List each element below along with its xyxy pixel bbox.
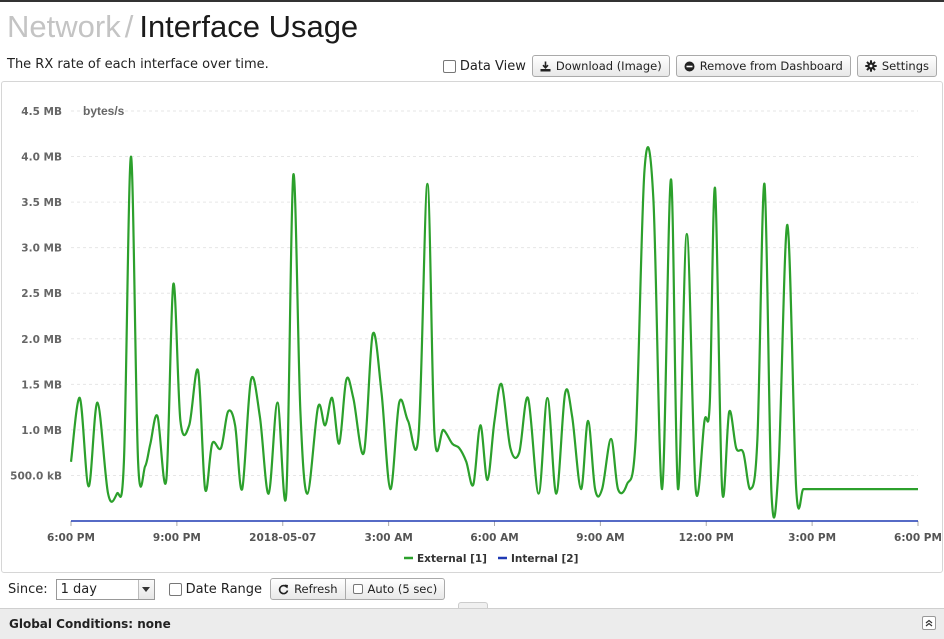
data-view-toggle[interactable]: Data View xyxy=(442,58,526,74)
minus-circle-icon xyxy=(684,61,695,71)
breadcrumb-separator: / xyxy=(124,9,134,44)
x-tick-label: 2018-05-07 xyxy=(249,532,316,544)
series-line-external-1[interactable] xyxy=(69,146,918,519)
x-tick-label: 3:00 AM xyxy=(364,532,412,544)
y-tick-label: 1.0 MB xyxy=(21,425,62,437)
chevron-down-icon[interactable] xyxy=(137,579,154,599)
data-view-label: Data View xyxy=(459,58,526,74)
settings-button[interactable]: Settings xyxy=(856,55,937,77)
x-axis: 6:00 PM 9:00 PM 2018-05-07 3:00 AM 6:00 AM 9:… xyxy=(47,521,942,544)
date-range-checkbox[interactable] xyxy=(168,582,182,596)
remove-from-dashboard-label: Remove from Dashboard xyxy=(699,59,843,73)
y-tick-label: 2.5 MB xyxy=(21,288,62,300)
date-range-label: Date Range xyxy=(185,581,263,597)
global-conditions-bar[interactable]: Global Conditions: none xyxy=(0,608,944,639)
refresh-controls: Refresh Auto (5 sec) xyxy=(270,578,446,600)
x-tick-label: 9:00 PM xyxy=(153,532,201,544)
since-label: Since: xyxy=(8,581,48,597)
x-tick-label: 6:00 AM xyxy=(470,532,518,544)
y-tick-label: 4.5 MB xyxy=(21,106,62,118)
auto-refresh-checkbox[interactable] xyxy=(352,584,363,594)
global-conditions-label: Global Conditions: none xyxy=(9,617,171,631)
breadcrumb-section[interactable]: Network xyxy=(7,9,121,44)
download-image-label: Download (Image) xyxy=(555,59,662,73)
since-select[interactable]: 1 day xyxy=(55,578,155,600)
legend-item-internal-2[interactable]: Internal [2] xyxy=(511,553,578,565)
x-tick-label: 12:00 PM xyxy=(679,532,734,544)
date-range-toggle[interactable]: Date Range xyxy=(168,581,263,597)
refresh-label: Refresh xyxy=(294,582,338,596)
x-tick-label: 6:00 PM xyxy=(894,532,942,544)
legend-item-external-1[interactable]: External [1] xyxy=(417,553,487,565)
chart-legend: External [1] Internal [2] xyxy=(404,553,578,565)
page-title: Network / Interface Usage xyxy=(7,8,358,46)
x-tick-label: 3:00 PM xyxy=(788,532,836,544)
y-tick-label: 4.0 MB xyxy=(21,152,62,164)
report-toolbar: Data View Download (Image) Remove from D… xyxy=(442,55,937,77)
y-tick-label: 1.5 MB xyxy=(21,379,62,391)
report-description: The RX rate of each interface over time. xyxy=(7,57,269,72)
chart-series xyxy=(69,146,918,522)
time-controls: Since: 1 day Date Range Refresh Auto (5 … xyxy=(0,576,944,602)
breadcrumb-page: Interface Usage xyxy=(139,9,359,44)
y-tick-label: 3.0 MB xyxy=(21,243,62,255)
refresh-button[interactable]: Refresh xyxy=(270,578,346,600)
since-select-value: 1 day xyxy=(60,581,97,597)
auto-refresh-label: Auto (5 sec) xyxy=(367,582,438,596)
chart-panel: 500.0 kB 1.0 MB 1.5 MB 2.0 MB 2.5 MB 3.0 MB 3.… xyxy=(1,81,943,573)
download-image-button[interactable]: Download (Image) xyxy=(531,55,670,77)
interface-usage-chart: 500.0 kB 1.0 MB 1.5 MB 2.0 MB 2.5 MB 3.0 MB 3.… xyxy=(10,104,942,565)
settings-label: Settings xyxy=(881,59,929,73)
y-tick-label: 3.5 MB xyxy=(21,197,62,209)
auto-refresh-button[interactable]: Auto (5 sec) xyxy=(345,578,446,600)
gear-icon xyxy=(865,60,877,72)
collapse-icon[interactable] xyxy=(922,616,936,630)
x-tick-label: 9:00 AM xyxy=(576,532,624,544)
y-axis-title: bytes/s xyxy=(83,104,125,118)
download-icon xyxy=(540,61,551,71)
refresh-icon xyxy=(278,584,289,594)
x-tick-label: 6:00 PM xyxy=(47,532,95,544)
data-view-checkbox[interactable] xyxy=(442,59,456,73)
top-border xyxy=(0,0,944,2)
remove-from-dashboard-button[interactable]: Remove from Dashboard xyxy=(675,55,851,77)
y-axis: 500.0 kB 1.0 MB 1.5 MB 2.0 MB 2.5 MB 3.0 MB 3.… xyxy=(10,106,62,482)
y-tick-label: 500.0 kB xyxy=(10,470,62,482)
drawer-handle[interactable] xyxy=(458,602,488,610)
y-tick-label: 2.0 MB xyxy=(21,334,62,346)
